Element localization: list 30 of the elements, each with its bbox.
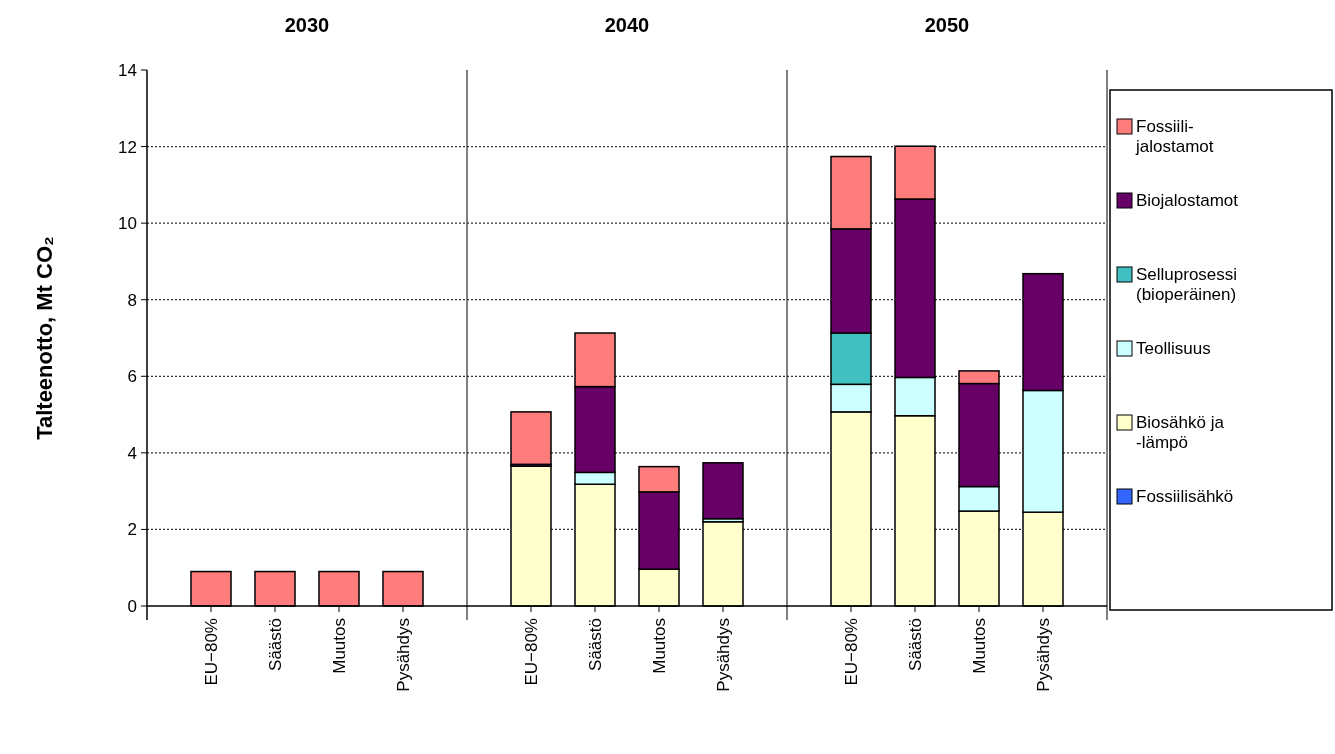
chart-title: 2050 bbox=[924, 14, 970, 36]
x-tick-label: Säästö bbox=[266, 618, 285, 671]
x-tick-label: Muutos bbox=[970, 618, 989, 674]
legend-label: Fossiili-jalostamot bbox=[1135, 117, 1214, 156]
legend-label: Teollisuus bbox=[1136, 339, 1211, 358]
chart-title: 2030 bbox=[284, 14, 330, 36]
y-tick-label: 4 bbox=[127, 443, 137, 463]
y-tick-label: 2 bbox=[127, 520, 137, 540]
x-tick-label: Muutos bbox=[650, 618, 669, 674]
y-tick-label: 0 bbox=[127, 596, 137, 616]
legend-label: Biosähkö ja -lämpö bbox=[1136, 413, 1225, 452]
legend-label: Fossiilisähkö bbox=[1136, 487, 1234, 506]
legend-label: Biojalostamot bbox=[1136, 191, 1239, 210]
legend-label: Selluprosessi (bioperäinen) bbox=[1136, 265, 1238, 304]
y-tick-label: 8 bbox=[127, 290, 137, 310]
x-tick-label: Pysähdys bbox=[714, 618, 733, 692]
y-tick-label: 10 bbox=[118, 214, 137, 234]
y-tick-label: 14 bbox=[118, 60, 137, 80]
x-tick-label: EU−80% bbox=[842, 618, 861, 686]
y-tick-label: 6 bbox=[127, 367, 137, 387]
x-tick-label: Pysähdys bbox=[1034, 618, 1053, 692]
x-tick-label: EU−80% bbox=[522, 618, 541, 686]
x-tick-label: Säästö bbox=[906, 618, 925, 671]
x-tick-label: EU−80% bbox=[202, 618, 221, 686]
x-tick-label: Muutos bbox=[330, 618, 349, 674]
y-axis-title: Talteenotto, Mt CO₂ bbox=[32, 236, 57, 440]
chart-title: 2040 bbox=[604, 14, 650, 36]
x-tick-label: Pysähdys bbox=[394, 618, 413, 692]
x-tick-label: Säästö bbox=[586, 618, 605, 671]
y-tick-label: 12 bbox=[118, 137, 137, 157]
